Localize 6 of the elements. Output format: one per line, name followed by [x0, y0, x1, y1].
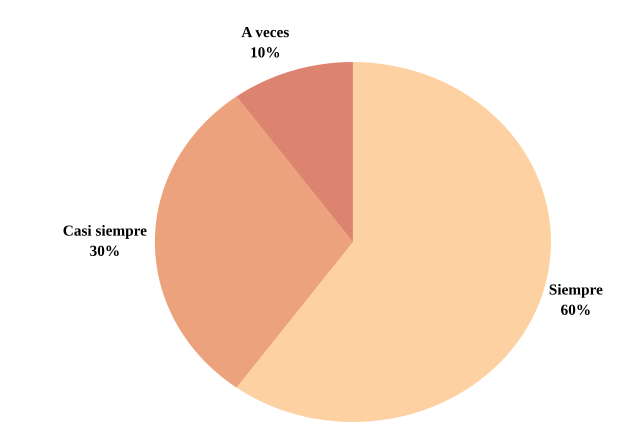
slice-label: Siempre	[550, 284, 602, 298]
slice-label: Casi siempre	[64, 224, 147, 239]
data-label: 30%	[90, 246, 119, 256]
data-label: 10%	[251, 47, 280, 58]
data-label: 60%	[561, 304, 590, 315]
slice-label: A veces	[241, 27, 289, 38]
